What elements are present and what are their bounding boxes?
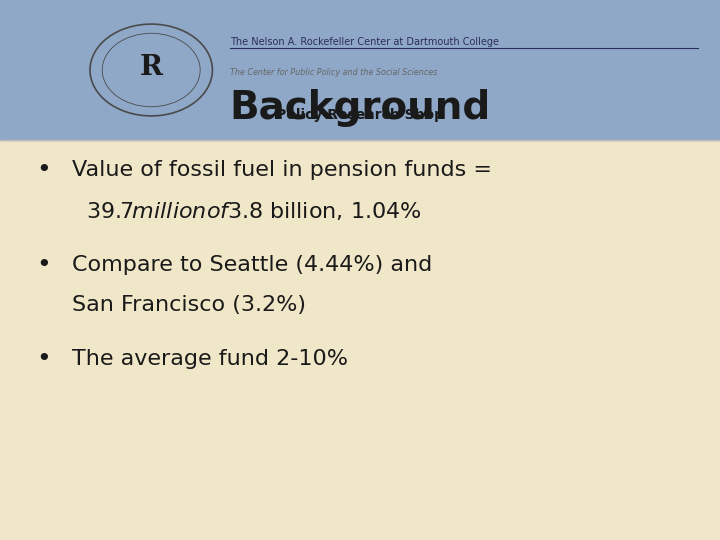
Text: Compare to Seattle (4.44%) and: Compare to Seattle (4.44%) and <box>72 254 432 275</box>
Text: •: • <box>36 347 50 371</box>
Text: $39.7 million of $3.8 billion, 1.04%: $39.7 million of $3.8 billion, 1.04% <box>72 200 422 221</box>
Bar <box>0 0 720 140</box>
Text: •: • <box>36 253 50 276</box>
Text: The Center for Public Policy and the Social Sciences: The Center for Public Policy and the Soc… <box>230 68 438 77</box>
Text: The Nelson A. Rockefeller Center at Dartmouth College: The Nelson A. Rockefeller Center at Dart… <box>230 37 500 47</box>
Text: The average fund 2-10%: The average fund 2-10% <box>72 349 348 369</box>
Text: Policy Research Shop: Policy Research Shop <box>276 108 444 122</box>
Text: R: R <box>140 54 163 81</box>
Text: •: • <box>36 158 50 182</box>
Text: Background: Background <box>230 89 490 127</box>
Text: San Francisco (3.2%): San Francisco (3.2%) <box>72 295 306 315</box>
Text: Value of fossil fuel in pension funds =: Value of fossil fuel in pension funds = <box>72 160 492 180</box>
